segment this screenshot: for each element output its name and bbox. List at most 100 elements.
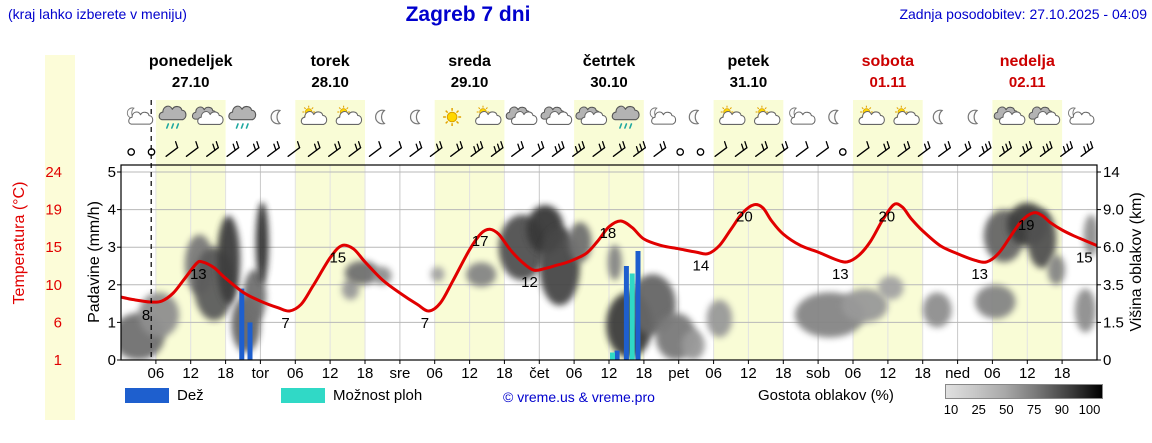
day-header: sreda 29.10 xyxy=(400,52,540,92)
svg-text:1: 1 xyxy=(108,314,116,331)
weather-icon-cloud xyxy=(575,106,608,125)
day-header: sobota 01.11 xyxy=(818,52,958,92)
svg-text:15: 15 xyxy=(45,239,62,256)
weather-icon-moon xyxy=(932,109,944,125)
svg-text:3.5: 3.5 xyxy=(1103,277,1124,294)
wind-barb-icon xyxy=(511,141,524,157)
wind-barb-icon xyxy=(653,141,667,157)
wind-barb-icon xyxy=(226,141,240,157)
svg-text:18: 18 xyxy=(600,225,617,242)
day-date: 28.10 xyxy=(311,73,349,91)
wind-barb-icon xyxy=(307,141,321,157)
svg-text:12: 12 xyxy=(521,274,538,291)
day-name: sobota xyxy=(861,53,915,70)
svg-text:10: 10 xyxy=(45,277,62,294)
rain-legend-label: Dež xyxy=(177,387,204,404)
cloud-density-tick: 90 xyxy=(1054,402,1070,417)
precip-axis-title: Padavine (mm/h) xyxy=(86,201,103,323)
menu-hint-text: (kraj lahko izberete v meniju) xyxy=(8,6,187,22)
wind-barb-icon xyxy=(328,141,341,157)
wind-barb-icon xyxy=(368,141,382,157)
svg-text:20: 20 xyxy=(878,209,895,226)
svg-text:4: 4 xyxy=(108,202,116,219)
weather-icon-moon xyxy=(409,109,421,125)
wind-barb-icon xyxy=(938,141,951,157)
day-date: 30.10 xyxy=(590,73,628,91)
wind-barb-icon xyxy=(897,141,911,157)
svg-text:12: 12 xyxy=(601,365,618,382)
svg-text:14: 14 xyxy=(1103,164,1120,181)
rain-legend-swatch xyxy=(125,388,169,403)
weather-icon-sun-cloud xyxy=(475,105,502,125)
weather-icon-rain xyxy=(158,105,187,129)
svg-text:9.0: 9.0 xyxy=(1103,202,1124,219)
svg-text:18: 18 xyxy=(1054,365,1071,382)
wind-barb-icon xyxy=(348,141,362,157)
day-name: torek xyxy=(310,53,350,70)
wind-barb-icon xyxy=(1080,141,1094,157)
svg-text:24: 24 xyxy=(45,164,62,181)
calm-wind-icon xyxy=(696,148,705,156)
weather-icon-rain xyxy=(228,105,257,129)
svg-text:1.5: 1.5 xyxy=(1103,314,1124,331)
day-header: četrtek 30.10 xyxy=(539,52,679,92)
wind-barb-icon xyxy=(389,141,402,157)
svg-text:18: 18 xyxy=(775,365,792,382)
svg-text:06: 06 xyxy=(984,365,1001,382)
weather-icon-moon xyxy=(688,109,700,125)
calm-wind-icon xyxy=(838,148,847,156)
svg-text:1: 1 xyxy=(54,352,62,369)
svg-text:13: 13 xyxy=(190,266,207,283)
svg-text:2: 2 xyxy=(108,277,116,294)
cloud-height-axis-ticks: 0 1.5 3.5 6.0 9.0 14 xyxy=(1097,164,1124,369)
x-axis-labels: 06 12 18 tor 06 12 18 sre 06 12 18 čet 06 12 18 pet 06 12… xyxy=(148,360,1071,382)
svg-text:06: 06 xyxy=(845,365,862,382)
temperature-value-labels: 8 13 7 15 7 17 12 18 14 20 13 20 13 19 15 xyxy=(142,209,1093,332)
weather-icon-sun-cloud xyxy=(719,105,746,125)
day-name: nedelja xyxy=(999,53,1055,70)
wind-barb-icon xyxy=(917,141,931,157)
wind-barb-icon xyxy=(795,141,809,157)
svg-text:3: 3 xyxy=(108,239,116,256)
weather-icon-sun-cloud xyxy=(893,105,920,125)
calm-wind-icon xyxy=(127,148,136,156)
cloud-height-axis-title: Višina oblakov (km) xyxy=(1128,192,1145,332)
svg-text:12: 12 xyxy=(461,365,478,382)
svg-text:6: 6 xyxy=(54,314,62,331)
wind-barb-icon xyxy=(246,141,260,157)
svg-text:tor: tor xyxy=(252,365,270,382)
svg-text:5: 5 xyxy=(108,164,116,181)
day-name: petek xyxy=(727,53,770,70)
svg-text:15: 15 xyxy=(1076,250,1093,267)
svg-text:18: 18 xyxy=(914,365,931,382)
weather-icon-moon xyxy=(828,109,839,125)
svg-text:14: 14 xyxy=(693,258,710,275)
wind-barb-icon xyxy=(592,141,606,157)
weather-icon-moon-cloud xyxy=(649,107,677,125)
wind-barb-icon xyxy=(1060,141,1073,157)
svg-text:18: 18 xyxy=(636,365,653,382)
svg-text:12: 12 xyxy=(182,365,199,382)
weather-icon-sun-cloud xyxy=(753,105,781,125)
weather-icon-cloud xyxy=(1028,106,1061,125)
svg-text:06: 06 xyxy=(426,365,443,382)
svg-text:6.0: 6.0 xyxy=(1103,239,1124,256)
wind-barb-icon xyxy=(714,141,728,157)
weather-icons-row xyxy=(126,105,1095,129)
wind-barb-icon xyxy=(1019,141,1033,157)
wind-barb-icon xyxy=(816,141,829,157)
svg-text:7: 7 xyxy=(421,315,429,332)
svg-text:ned: ned xyxy=(945,365,970,382)
wind-barb-icon xyxy=(409,141,423,157)
cloud-density-tick: 25 xyxy=(971,402,986,417)
wind-barb-icon xyxy=(755,141,768,157)
svg-text:06: 06 xyxy=(566,365,583,382)
wind-barb-icon xyxy=(958,141,972,157)
wind-barb-icon xyxy=(165,141,179,157)
weather-icon-cloud xyxy=(540,106,573,125)
wind-barb-icon xyxy=(775,141,789,157)
svg-text:06: 06 xyxy=(287,365,304,382)
cloud-density-gradient xyxy=(945,384,1103,399)
copyright-link[interactable]: © vreme.us & vreme.pro xyxy=(503,389,655,405)
wind-barb-icon xyxy=(734,141,748,157)
